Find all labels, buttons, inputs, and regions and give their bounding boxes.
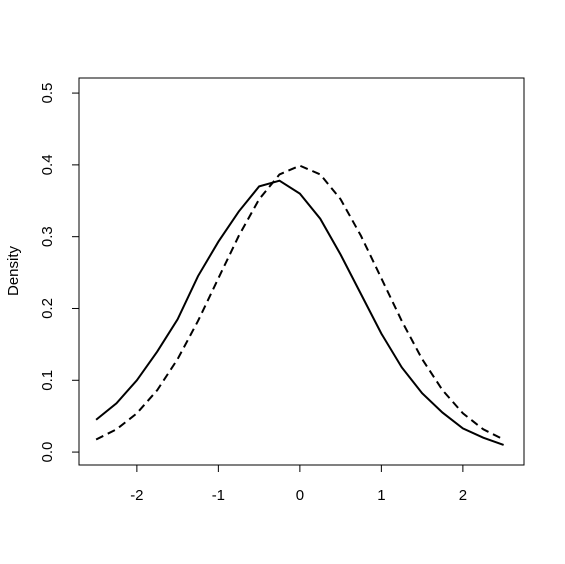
y-tick-label: 0.2 [39, 298, 56, 319]
x-tick-label: 1 [377, 487, 385, 504]
x-tick-label: 0 [296, 487, 304, 504]
x-tick-label: 2 [459, 487, 467, 504]
y-tick-label: 0.0 [39, 442, 56, 463]
y-tick-label: 0.1 [39, 370, 56, 391]
density-line [95, 179, 504, 446]
density-line [95, 164, 505, 441]
y-tick-label: 0.5 [39, 83, 56, 104]
x-tick-label: -2 [130, 487, 143, 504]
y-tick-label: 0.4 [39, 154, 56, 175]
y-axis-label: Density [5, 245, 22, 296]
x-tick-label: -1 [212, 487, 225, 504]
y-tick-label: 0.3 [39, 226, 56, 247]
